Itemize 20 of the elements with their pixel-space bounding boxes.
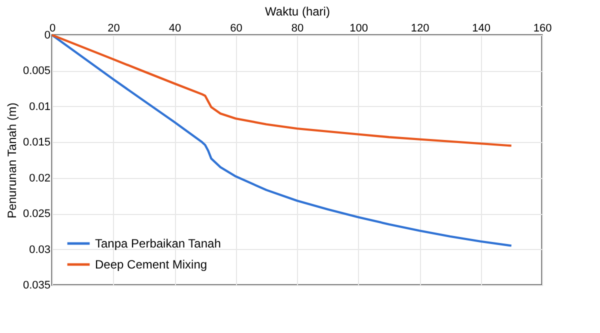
x-tick-label: 160 xyxy=(533,22,552,34)
x-tick-label: 20 xyxy=(108,22,120,34)
x-tick-label: 80 xyxy=(291,22,304,34)
x-tick-label: 100 xyxy=(350,22,368,34)
x-tick-label: 140 xyxy=(472,22,490,34)
x-tick-label: 40 xyxy=(168,22,182,34)
y-tick-label: 0.005 xyxy=(22,65,50,78)
legend-label: Deep Cement Mixing xyxy=(95,258,208,272)
y-tick-label: 0.025 xyxy=(22,208,50,220)
y-tick-label: 0.015 xyxy=(22,136,50,149)
x-axis-title: Waktu (hari) xyxy=(265,4,330,18)
legend-label: Tanpa Perbaikan Tanah xyxy=(95,236,221,250)
y-tick-label: 0.01 xyxy=(29,100,50,113)
y-tick-label: 0.035 xyxy=(22,280,50,292)
y-tick-label: 0.02 xyxy=(29,172,50,184)
y-tick-label: 0.03 xyxy=(29,244,50,256)
x-tick-label: 60 xyxy=(230,22,242,34)
line-series xyxy=(50,34,512,147)
x-tick-label: 120 xyxy=(410,22,430,34)
y-axis-title: Penurunan Tanah (m) xyxy=(4,102,19,218)
